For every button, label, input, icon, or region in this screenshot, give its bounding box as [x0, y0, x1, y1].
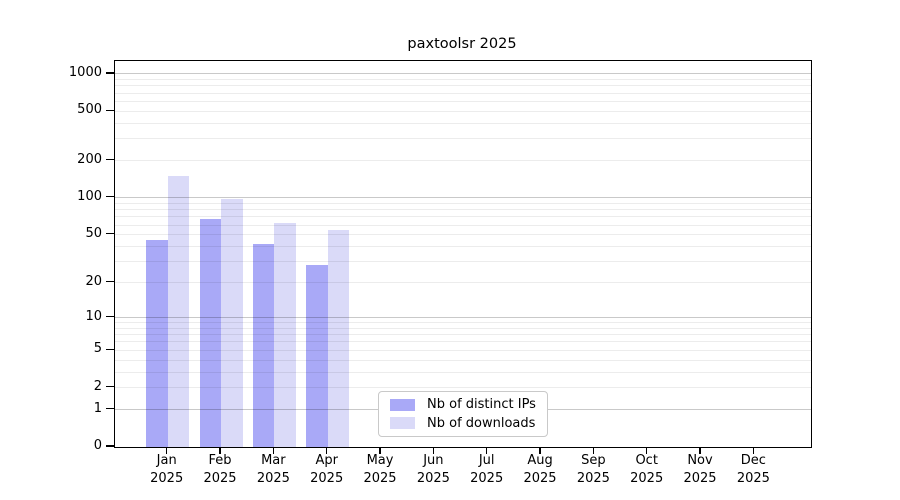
- x-tick-label-oct: Oct 2025: [630, 453, 664, 486]
- bar-distinct-ips-apr[interactable]: [306, 265, 328, 447]
- gridline-60: [115, 224, 811, 226]
- x-tick-mark: [379, 447, 381, 454]
- x-tick-label-feb: Feb 2025: [203, 453, 237, 486]
- gridline-90: [115, 202, 811, 204]
- x-tick-label-apr: Apr 2025: [310, 453, 344, 486]
- y-tick-mark: [106, 348, 114, 350]
- gridline-5: [115, 349, 811, 351]
- y-tick-mark: [106, 158, 114, 161]
- x-tick-label-mar: Mar 2025: [256, 453, 290, 486]
- x-tick-label-dec: Dec 2025: [736, 453, 770, 486]
- gridline-900: [115, 79, 811, 81]
- x-tick-label-may: May 2025: [363, 453, 397, 486]
- gridlines-layer: [115, 61, 811, 447]
- bars-layer: [115, 61, 811, 447]
- y-tick-label-100: 100: [77, 188, 102, 204]
- bar-downloads-apr[interactable]: [327, 229, 350, 447]
- y-tick-label-1000: 1000: [68, 64, 102, 80]
- bar-downloads-feb[interactable]: [221, 198, 243, 447]
- x-tick-label-aug: Aug 2025: [523, 453, 557, 486]
- y-tick-mark: [106, 232, 114, 235]
- y-tick-label-500: 500: [77, 102, 102, 118]
- x-tick-mark: [219, 447, 221, 454]
- legend-label-downloads: Nb of downloads: [427, 415, 536, 431]
- y-tick-label-1: 1: [93, 400, 102, 416]
- y-tick-mark: [106, 315, 114, 318]
- gridline-1000: [115, 73, 811, 75]
- gridline-10: [115, 317, 811, 318]
- gridline-50: [115, 234, 811, 236]
- y-tick-mark: [106, 280, 114, 283]
- x-tick-mark: [699, 447, 701, 454]
- gridline-700: [115, 92, 811, 94]
- x-tick-label-nov: Nov 2025: [683, 453, 717, 486]
- gridline-7: [115, 334, 811, 336]
- x-tick-label-jun: Jun 2025: [416, 453, 450, 486]
- y-tick-mark: [106, 407, 114, 410]
- gridline-300: [115, 138, 811, 140]
- gridline-8: [115, 327, 811, 329]
- y-tick-label-2: 2: [93, 378, 102, 394]
- bar-distinct-ips-jan[interactable]: [146, 240, 168, 447]
- gridline-70: [115, 216, 811, 218]
- bar-distinct-ips-feb[interactable]: [199, 219, 222, 447]
- bar-downloads-mar[interactable]: [274, 223, 296, 447]
- y-tick-mark: [106, 109, 114, 111]
- y-tick-mark: [106, 385, 114, 388]
- x-tick-mark: [645, 447, 648, 454]
- y-tick-label-0: 0: [93, 438, 102, 453]
- legend-swatch-downloads: [390, 417, 415, 430]
- y-tick-label-5: 5: [93, 341, 102, 357]
- gridline-40: [115, 245, 811, 247]
- gridline-2: [115, 387, 811, 389]
- y-tick-label-50: 50: [85, 225, 102, 241]
- gridline-20: [115, 282, 811, 284]
- x-tick-mark: [485, 447, 488, 454]
- legend: Nb of distinct IPs Nb of downloads: [378, 391, 548, 437]
- gridline-500: [115, 110, 811, 112]
- x-tick-label-jan: Jan 2025: [150, 453, 184, 486]
- x-tick-mark: [592, 447, 595, 454]
- x-tick-mark: [432, 447, 435, 454]
- x-tick-mark: [539, 447, 541, 454]
- y-tick-label-20: 20: [85, 273, 102, 289]
- gridline-600: [115, 100, 811, 102]
- legend-entry-downloads: Nb of downloads: [390, 416, 539, 431]
- x-tick-mark: [272, 447, 275, 454]
- legend-swatch-distinct-ips: [390, 398, 415, 411]
- gridline-4: [115, 359, 811, 361]
- y-tick-label-10: 10: [85, 308, 102, 324]
- chart-title: paxtoolsr 2025: [407, 36, 517, 52]
- x-tick-label-jul: Jul 2025: [470, 453, 504, 486]
- x-tick-mark: [325, 447, 328, 454]
- gridline-800: [115, 85, 811, 87]
- x-tick-mark: [752, 447, 755, 454]
- gridline-9: [115, 322, 811, 324]
- y-tick-label-200: 200: [77, 151, 102, 167]
- x-tick-mark: [166, 447, 168, 454]
- gridline-200: [115, 160, 811, 162]
- y-tick-mark: [106, 445, 114, 447]
- gridline-30: [115, 261, 811, 263]
- gridline-6: [115, 341, 811, 343]
- legend-label-distinct-ips: Nb of distinct IPs: [427, 397, 536, 413]
- gridline-100: [115, 197, 811, 199]
- y-tick-mark: [106, 72, 114, 74]
- gridline-3: [115, 371, 811, 373]
- bar-downloads-jan[interactable]: [167, 176, 190, 447]
- y-tick-mark: [106, 196, 114, 198]
- legend-entry-distinct-ips: Nb of distinct IPs: [390, 397, 539, 412]
- bar-distinct-ips-mar[interactable]: [252, 243, 275, 447]
- x-tick-label-sep: Sep 2025: [576, 453, 610, 486]
- plot-area: [114, 60, 812, 448]
- gridline-80: [115, 209, 811, 211]
- gridline-400: [115, 122, 811, 124]
